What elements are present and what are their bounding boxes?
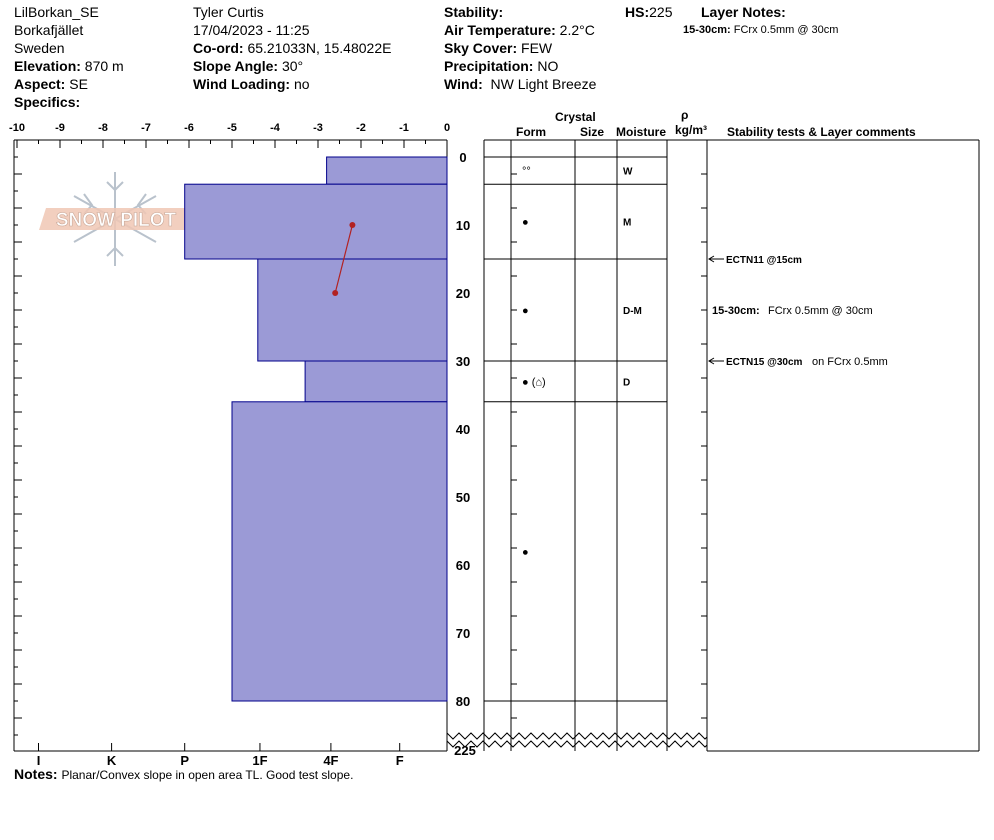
- stability-tests: ECTN11 @15cm ECTN15 @30cm on FCrx 0.5mm 15-…: [708, 255, 888, 368]
- hardness-layer-bar: [304, 360, 448, 403]
- layer-table: [446, 139, 980, 752]
- depth-labels: 0 10 20 30 40 50 60 70 80 225: [454, 150, 476, 758]
- x-tick-label: -9: [55, 122, 65, 134]
- depth-label: 30: [456, 354, 470, 369]
- x-tick-label: -5: [227, 122, 237, 134]
- observation-datetime: 17/04/2023 - 11:25: [193, 22, 310, 38]
- depth-label: 80: [456, 694, 470, 709]
- test-arrow-head: [708, 357, 715, 365]
- coord-row: Co-ord: 65.21033N, 15.48022E: [193, 40, 392, 56]
- hardness-layer-bar: [257, 258, 448, 362]
- test-label: ECTN15 @30cm: [726, 357, 803, 368]
- test-extra: on FCrx 0.5mm: [812, 356, 888, 368]
- x-tick-label: 0: [444, 122, 450, 134]
- crystal-form: ●: [522, 217, 529, 229]
- break-zigzag-upper: [446, 732, 708, 740]
- temperature-profile: [332, 222, 356, 296]
- stability-row: Stability:: [444, 4, 504, 20]
- hardness-layer-bar: [326, 156, 448, 185]
- layer-notes-title: Layer Notes:: [701, 4, 786, 20]
- depth-label: 10: [456, 218, 470, 233]
- depth-label: 50: [456, 490, 470, 505]
- elevation-row: Elevation: 870 m: [14, 58, 124, 74]
- hardness-scale-labels: -10 -9 -8 -7 -6 -5 -4 -3 -2 -1 0I K P 1F 4F F: [9, 122, 450, 768]
- watermark-banner: [39, 208, 193, 230]
- hardness-label: 4F: [323, 753, 338, 768]
- sky-cover-row: Sky Cover: FEW: [444, 40, 553, 56]
- depth-label: 20: [456, 286, 470, 301]
- moisture-value: W: [623, 167, 633, 178]
- crystal-form: ● (⌂): [522, 376, 546, 388]
- x-tick-label: -4: [270, 122, 281, 134]
- x-tick-label: -1: [399, 122, 409, 134]
- crystal-form: ●: [522, 546, 529, 558]
- hardness-label: F: [396, 753, 404, 768]
- hardness-label: P: [180, 753, 189, 768]
- hardness-label: I: [37, 753, 41, 768]
- depth-label: 70: [456, 626, 470, 641]
- temperature-point: [349, 222, 356, 228]
- hardness-layer-bar: [184, 183, 448, 260]
- crystal-form: ●: [522, 305, 529, 317]
- rho-header: ρ: [681, 108, 689, 122]
- watermark-text: SNOW PILOT: [56, 210, 177, 231]
- hardness-label: 1F: [252, 753, 267, 768]
- size-header: Size: [580, 125, 605, 139]
- air-temp-row: Air Temperature: 2.2°C: [444, 22, 595, 38]
- crystal-form: °°: [522, 166, 531, 178]
- layer-rows: °° W ● M ● D-M ● (⌂) D ●: [484, 156, 667, 702]
- break-zigzag-lower: [446, 740, 708, 748]
- density-unit-header: kg/m³: [675, 123, 708, 137]
- depth-label: 0: [459, 150, 466, 165]
- location-name: LilBorkan_SE: [14, 4, 99, 20]
- observer-name: Tyler Curtis: [193, 4, 264, 20]
- x-tick-label: -6: [184, 122, 194, 134]
- crystal-header: Crystal: [555, 110, 596, 124]
- moisture-value: D-M: [623, 306, 642, 317]
- temperature-line: [334, 224, 353, 294]
- country-name: Sweden: [14, 40, 65, 56]
- hardness-label: K: [107, 753, 117, 768]
- comments-header: Stability tests & Layer comments: [727, 125, 916, 139]
- moisture-value: D: [623, 377, 630, 388]
- x-tick-label: -8: [98, 122, 108, 134]
- form-header: Form: [516, 125, 546, 139]
- region-name: Borkafjället: [14, 22, 84, 38]
- layer-comment-text: FCrx 0.5mm @ 30cm: [768, 305, 873, 317]
- precip-row: Precipitation: NO: [444, 58, 559, 74]
- x-tick-label: -3: [313, 122, 323, 134]
- depth-label: 60: [456, 558, 470, 573]
- axis-ticks: [14, 139, 707, 751]
- x-tick-label: -7: [141, 122, 151, 134]
- x-tick-label: -2: [356, 122, 366, 134]
- x-tick-label: -10: [9, 122, 25, 134]
- test-arrow-head: [708, 255, 715, 263]
- depth-bottom-label: 225: [454, 743, 476, 758]
- layer-comment-range: 15-30cm:: [712, 305, 760, 317]
- specifics-row: Specifics:: [14, 94, 81, 110]
- wind-row: Wind: NW Light Breeze: [444, 76, 597, 92]
- moisture-header: Moisture: [616, 125, 667, 139]
- depth-label: 40: [456, 422, 470, 437]
- layer-notes-entry: 15-30cm: FCrx 0.5mm @ 30cm: [683, 24, 839, 36]
- snowpilot-watermark: SNOW PILOT: [39, 172, 193, 266]
- hardness-layer-bar: [231, 401, 448, 702]
- aspect-row: Aspect: SE: [14, 76, 88, 92]
- notes-row: Notes: Planar/Convex slope in open area …: [14, 766, 354, 782]
- moisture-value: M: [623, 218, 631, 229]
- hs-row: HS:225: [625, 4, 673, 20]
- hardness-layers: [184, 156, 448, 702]
- test-label: ECTN11 @15cm: [726, 255, 802, 266]
- temperature-point: [332, 290, 339, 296]
- wind-loading-row: Wind Loading: no: [193, 76, 310, 92]
- slope-row: Slope Angle: 30°: [193, 58, 304, 74]
